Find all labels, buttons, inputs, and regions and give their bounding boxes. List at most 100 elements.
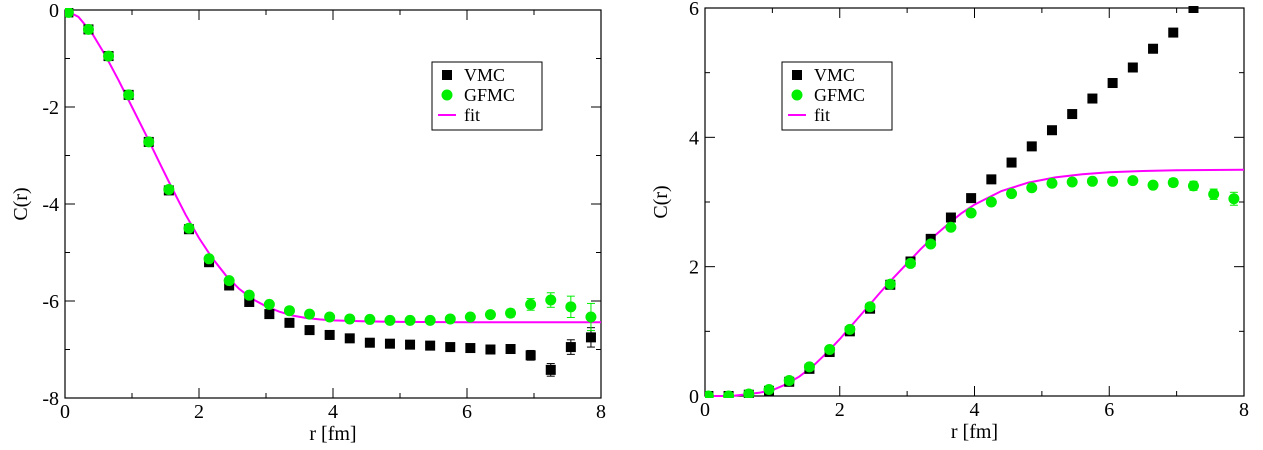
data-point-vmc [1067,109,1078,120]
data-point-vmc [966,193,977,204]
data-point-gfmc [965,207,977,219]
y-tick-label: -6 [42,291,59,313]
legend-swatch-vmc [792,70,802,80]
data-point-gfmc [743,388,755,398]
data-point-vmc [1046,125,1057,136]
data-point-vmc [264,309,275,320]
data-point-vmc [324,329,335,340]
data-point-vmc [344,333,355,344]
data-point-gfmc [1107,175,1119,187]
data-point-vmc [525,350,536,361]
data-point-gfmc [283,305,295,317]
legend-label-vmc: VMC [814,65,855,85]
x-tick-label: 4 [328,401,338,423]
plot-area [65,8,601,377]
data-point-gfmc [545,294,557,306]
y-tick-label: 6 [689,0,699,20]
data-point-vmc [1148,43,1159,54]
data-point-vmc [384,338,395,349]
data-point-vmc [945,212,956,223]
data-point-vmc [545,364,556,375]
data-point-gfmc [925,238,937,250]
legend-label-vmc: VMC [464,65,505,85]
data-point-gfmc [484,309,496,321]
legend-swatch-vmc [442,70,452,80]
y-axis-label: C(r) [650,185,672,218]
data-point-gfmc [203,253,215,265]
data-point-vmc [505,344,516,355]
legend-swatch-gfmc [791,89,803,101]
legend-swatch-gfmc [441,89,453,101]
series-fit-line [705,168,1244,397]
legend-label-fit: fit [814,105,830,125]
data-point-gfmc [505,307,517,319]
data-point-vmc [485,344,496,355]
data-point-gfmc [243,289,255,301]
data-point-gfmc [263,298,275,310]
data-point-gfmc [1066,176,1078,188]
data-point-vmc [1168,27,1179,38]
data-point-gfmc [1187,180,1199,192]
data-point-gfmc [1086,175,1098,187]
data-point-gfmc [1208,188,1220,200]
y-tick-label: 0 [689,386,699,408]
x-axis-label: r [fm] [951,421,998,443]
data-point-gfmc [464,311,476,323]
data-point-gfmc [344,313,356,325]
data-point-gfmc [65,8,74,18]
data-point-gfmc [864,301,876,313]
legend-label-fit: fit [464,105,480,125]
y-tick-label: -4 [42,194,59,216]
series-fit-line [65,9,601,324]
data-point-vmc [986,174,997,185]
data-point-gfmc [1127,175,1139,187]
data-point-gfmc [723,390,735,398]
x-tick-label: 2 [194,401,204,423]
plot-area [705,6,1244,398]
x-tick-label: 4 [970,399,980,421]
x-tick-label: 8 [596,401,606,423]
data-point-vmc [465,343,476,354]
data-point-vmc [364,337,375,348]
y-tick-label: -8 [42,388,59,410]
data-point-gfmc [763,384,775,396]
data-point-gfmc [304,308,316,320]
data-point-gfmc [82,23,94,35]
data-point-gfmc [705,390,714,398]
data-point-gfmc [1006,188,1018,200]
x-tick-label: 6 [462,401,472,423]
data-point-vmc [1127,62,1138,73]
x-tick-label: 6 [1104,399,1114,421]
data-point-gfmc [1046,177,1058,189]
x-tick-label: 8 [1239,399,1249,421]
y-tick-label: 0 [49,0,59,22]
data-point-vmc [1107,78,1118,89]
data-point-vmc [1087,93,1098,104]
data-point-gfmc [424,314,436,326]
data-point-gfmc [803,361,815,373]
x-tick-label: 2 [835,399,845,421]
x-axis-label: r [fm] [309,423,356,445]
data-point-gfmc [1167,177,1179,189]
x-tick-label: 0 [60,401,70,423]
data-point-gfmc [985,196,997,208]
data-point-gfmc [404,314,416,326]
y-tick-label: 4 [689,127,699,149]
data-point-vmc [1006,157,1017,168]
data-point-vmc [425,340,436,351]
data-point-gfmc [1228,193,1240,205]
x-tick-label: 0 [700,399,710,421]
data-point-vmc [405,339,416,350]
data-point-gfmc [123,89,135,101]
data-point-vmc [284,317,295,328]
data-point-gfmc [1026,182,1038,194]
data-point-vmc [585,332,596,343]
data-point-gfmc [143,136,155,148]
data-point-gfmc [163,183,175,195]
data-point-vmc [1188,6,1199,13]
